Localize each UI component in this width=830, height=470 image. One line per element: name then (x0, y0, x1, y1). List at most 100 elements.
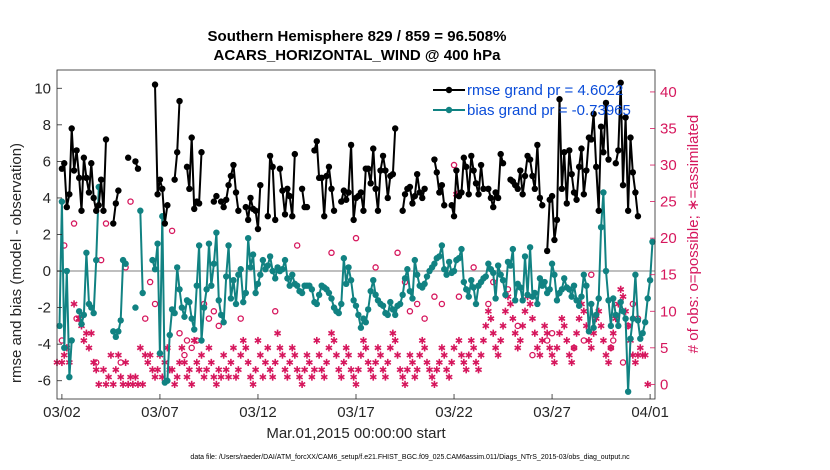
obs-possible-point (485, 300, 492, 308)
obs-assimilated-point (296, 373, 304, 381)
obs-assimilated-point (188, 380, 196, 388)
asterisk-stroke (212, 381, 220, 387)
bias-point (404, 266, 411, 273)
asterisk-stroke (220, 352, 228, 358)
bias-point (602, 267, 610, 275)
asterisk-stroke (587, 345, 595, 351)
rmse-point (80, 154, 88, 161)
y-left-tick-label: 8 (43, 117, 51, 134)
rmse-point (401, 191, 409, 198)
asterisk-stroke (479, 338, 487, 344)
obs-assimilated-point (401, 380, 409, 388)
asterisk-stroke (340, 359, 348, 365)
bias-point (431, 260, 438, 267)
bias-point (225, 242, 232, 249)
asterisk-stroke (364, 359, 372, 365)
asterisk-stroke (278, 352, 286, 358)
asterisk-stroke (342, 345, 350, 351)
bias-point (387, 298, 394, 306)
rmse-point (605, 156, 612, 163)
rmse-point (279, 187, 286, 194)
obs-possible-point (548, 329, 556, 337)
rmse-point (450, 213, 458, 220)
rmse-point (384, 194, 391, 202)
asterisk-stroke (168, 367, 176, 373)
bias-point (566, 286, 573, 293)
bias-point (438, 242, 446, 249)
rmse-point (210, 198, 218, 205)
bias-point (649, 238, 656, 246)
asterisk-stroke (308, 374, 316, 380)
rmse-point (313, 138, 320, 145)
bias-point (93, 256, 100, 264)
obs-assimilated-point (271, 358, 279, 367)
rmse-point (235, 207, 242, 214)
bias-point (338, 300, 345, 308)
asterisk-stroke (426, 367, 434, 373)
asterisk-stroke (217, 374, 225, 380)
y-left-tick-label: 4 (43, 190, 51, 207)
asterisk-stroke (418, 338, 426, 344)
obs-possible-point (127, 198, 134, 205)
asterisk-stroke (497, 338, 505, 344)
bias-point (441, 266, 448, 273)
bias-point (313, 300, 320, 308)
asterisk-stroke (92, 367, 100, 373)
bias-point (595, 295, 602, 302)
bias-point (61, 344, 68, 352)
bias-point (88, 304, 95, 311)
rmse-point (588, 136, 595, 143)
rmse-point (377, 167, 384, 174)
obs-assimilated-point (200, 373, 208, 381)
obs-possible-point (176, 329, 183, 337)
asterisk-stroke (246, 374, 255, 380)
asterisk-stroke (477, 352, 485, 358)
rmse-point (462, 163, 470, 171)
rmse-point (632, 189, 639, 196)
rmse-point (183, 163, 191, 171)
rmse-point (568, 170, 575, 178)
asterisk-stroke (619, 294, 627, 300)
chart-title: Southern Hemisphere 829 / 859 = 96.508% (208, 28, 507, 45)
bias-point (468, 276, 475, 284)
asterisk-stroke (435, 359, 443, 365)
rmse-point (539, 202, 546, 209)
obs-assimilated-point (644, 380, 652, 388)
bias-point (536, 275, 544, 282)
bias-point (139, 289, 146, 297)
rmse-point (70, 167, 78, 174)
obs-assimilated-point (323, 358, 331, 367)
rmse-point (543, 247, 551, 255)
asterisk-stroke (568, 359, 576, 365)
obs-assimilated-point (528, 314, 536, 323)
asterisk-stroke (421, 345, 429, 351)
asterisk-stroke (335, 367, 343, 373)
bias-point (80, 311, 88, 319)
rmse-line (546, 98, 610, 252)
obs-assimilated-point (136, 344, 144, 352)
bias-point (551, 271, 558, 278)
obs-assimilated-point (533, 344, 541, 352)
obs-possible-point (73, 315, 80, 322)
obs-possible-point (438, 300, 446, 308)
asterisk-stroke (315, 352, 323, 358)
obs-assimilated-point (435, 358, 443, 367)
asterisk-stroke (494, 352, 502, 358)
obs-assimilated-point (222, 366, 230, 374)
obs-assimilated-point (516, 336, 524, 345)
obs-assimilated-point (521, 307, 529, 315)
rmse-point (529, 172, 536, 180)
bias-point (617, 298, 624, 306)
obs-possible-point (431, 293, 438, 300)
asterisk-stroke (144, 359, 152, 365)
obs-assimilated-point (105, 373, 113, 381)
bias-point (534, 300, 541, 308)
bias-point (411, 256, 419, 264)
obs-possible-point (529, 351, 536, 359)
bias-point (558, 286, 566, 293)
bias-point (546, 286, 553, 293)
obs-assimilated-point (438, 344, 446, 352)
asterisk-stroke (357, 352, 365, 358)
asterisk-stroke (171, 381, 179, 387)
bias-point (154, 240, 161, 247)
